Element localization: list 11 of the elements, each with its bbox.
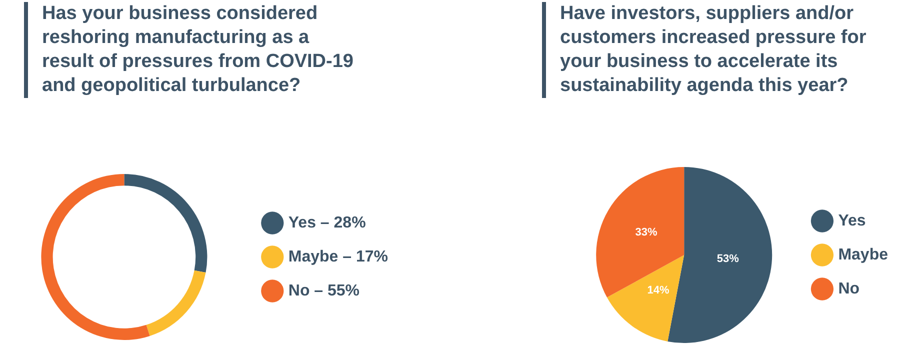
chart-title: Has your business considered reshoring manufacturing as a result of pressures from COVID-19 and geopolitical turbulance?: [24, 2, 362, 98]
data-label: 33%: [635, 226, 658, 239]
legend-label: No: [838, 280, 860, 298]
legend-label: Yes: [838, 212, 866, 230]
legend-label: No – 55%: [288, 282, 360, 300]
data-label: 53%: [716, 253, 740, 266]
legend-label: Yes – 28%: [288, 214, 366, 232]
legend-label: Maybe – 17%: [288, 248, 388, 266]
legend-label: Maybe: [838, 246, 888, 264]
chart-title: Have investors, suppliers and/or customers increased pressure for your business to accelerate its sustainability agenda this year?: [542, 2, 890, 98]
data-label: 14%: [647, 284, 670, 297]
